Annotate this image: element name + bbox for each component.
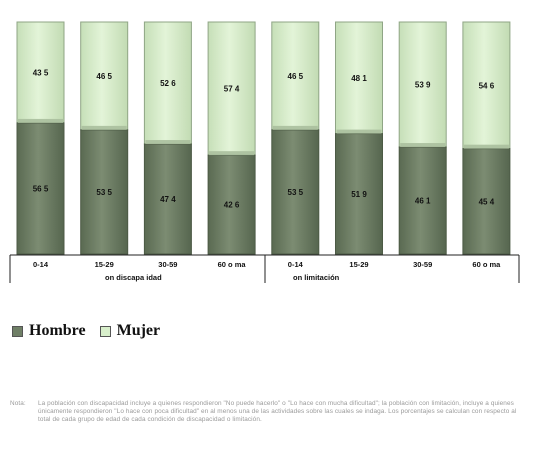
group-label-limitacion: on limitación [293,273,340,282]
data-label-hombre: 42 6 [224,201,240,210]
legend-swatch-mujer [99,325,111,337]
bar-bevel [209,151,255,156]
bar-hombre [207,154,256,255]
data-label-hombre: 56 5 [33,184,49,193]
footnote-lead: Nota: [10,400,26,407]
data-label-hombre: 45 4 [479,197,495,206]
x-tick-label: 60 o ma [472,260,501,269]
data-label-mujer: 43 5 [33,68,49,77]
x-tick-label: 30-59 [158,260,177,269]
bar-bevel [463,144,509,149]
data-label-hombre: 51 9 [351,190,367,199]
bar-mujer [16,21,65,124]
chart-legend: Hombre Mujer [12,322,174,340]
bar-mujer [80,21,129,131]
bar-hombre [143,143,192,255]
bar-bevel [336,129,382,134]
legend-swatch-hombre [12,325,23,337]
bar-hombre [462,148,511,255]
footnote-text: La población con discapacidad incluye a … [38,400,517,424]
x-tick-label: 15-29 [95,260,114,269]
bar-bevel [272,125,318,130]
bar-hombre [80,129,129,255]
bar-mujer [335,21,383,135]
bar-bevel [18,118,63,123]
stacked-bar-chart: 43 5 56 5 46 5 53 5 52 6 47 4 57 4 42 6 46 5 53 5… [9,21,520,283]
data-label-mujer: 53 9 [415,81,431,90]
legend-label-mujer: Mujer [116,322,161,339]
data-label-hombre: 53 5 [96,188,112,197]
bar-hombre [335,133,383,255]
legend-item-hombre: Hombre [12,322,86,340]
data-label-hombre: 46 1 [415,197,431,206]
chart-footnote: Nota: La población con discapacidad incl… [10,400,520,425]
bar-bevel [400,143,446,148]
x-tick-label: 15-29 [349,260,368,269]
data-label-hombre: 53 5 [288,188,304,197]
data-label-mujer: 57 4 [224,85,240,94]
x-tick-label: 0-14 [288,260,304,269]
bar-bevel [81,125,127,130]
x-tick-label: 60 o ma [218,260,247,269]
data-label-mujer: 48 1 [351,74,367,83]
legend-item-mujer: Mujer [99,322,161,340]
x-tick-label: 0-14 [33,260,49,269]
bar-mujer [462,21,511,150]
data-label-mujer: 46 5 [96,72,112,81]
data-label-mujer: 52 6 [160,79,176,88]
data-label-hombre: 47 4 [160,195,176,204]
data-label-mujer: 46 5 [288,72,304,81]
x-tick-label: 30-59 [413,260,432,269]
legend-label-hombre: Hombre [29,322,86,339]
group-label-discapacidad: on discapa idad [105,273,162,282]
bar-hombre [16,122,65,255]
bar-bevel [145,140,191,145]
data-label-mujer: 54 6 [479,81,495,90]
bar-hombre [271,129,320,255]
